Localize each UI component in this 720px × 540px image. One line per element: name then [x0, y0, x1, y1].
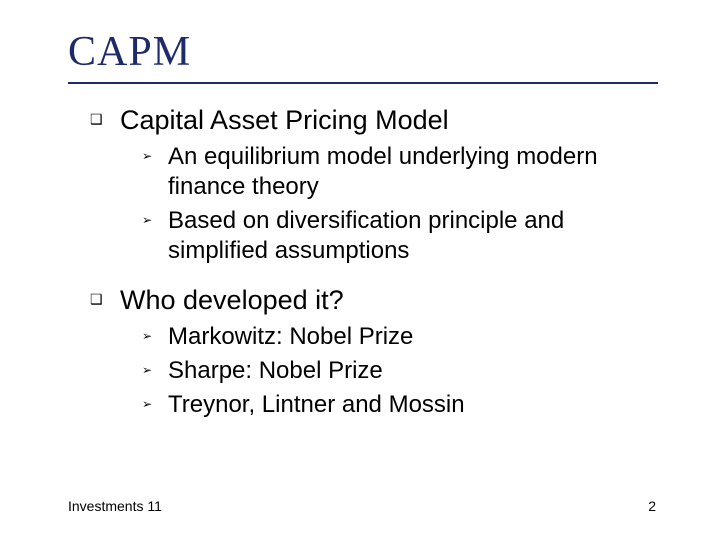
slide-title: CAPM: [68, 28, 191, 76]
list-item-text: Sharpe: Nobel Prize: [168, 356, 383, 386]
slide-number: 2: [648, 498, 656, 514]
list-item-text: Markowitz: Nobel Prize: [168, 322, 413, 352]
list-item-text: Based on diversification principle and s…: [168, 206, 660, 266]
list-item: ➢ An equilibrium model underlying modern…: [142, 142, 660, 202]
list-item-text: Treynor, Lintner and Mossin: [168, 390, 465, 420]
chevron-bullet-icon: ➢: [142, 206, 154, 234]
square-bullet-icon: ❑: [90, 284, 104, 314]
sub-list: ➢ Markowitz: Nobel Prize ➢ Sharpe: Nobel…: [142, 322, 660, 420]
slide: CAPM ❑ Capital Asset Pricing Model ➢ An …: [0, 0, 720, 540]
chevron-bullet-icon: ➢: [142, 322, 154, 350]
list-item: ➢ Markowitz: Nobel Prize: [142, 322, 660, 352]
chevron-bullet-icon: ➢: [142, 356, 154, 384]
list-item: ➢ Treynor, Lintner and Mossin: [142, 390, 660, 420]
chevron-bullet-icon: ➢: [142, 142, 154, 170]
list-item-text: An equilibrium model underlying modern f…: [168, 142, 660, 202]
list-item-text: Who developed it?: [120, 284, 344, 316]
list-item-text: Capital Asset Pricing Model: [120, 104, 449, 136]
title-underline: [68, 82, 658, 84]
chevron-bullet-icon: ➢: [142, 390, 154, 418]
slide-body: ❑ Capital Asset Pricing Model ➢ An equil…: [90, 104, 660, 438]
square-bullet-icon: ❑: [90, 104, 104, 134]
sub-list: ➢ An equilibrium model underlying modern…: [142, 142, 660, 266]
list-item: ❑ Who developed it?: [90, 284, 660, 316]
footer-left: Investments 11: [68, 498, 162, 514]
list-item: ❑ Capital Asset Pricing Model: [90, 104, 660, 136]
list-item: ➢ Sharpe: Nobel Prize: [142, 356, 660, 386]
list-item: ➢ Based on diversification principle and…: [142, 206, 660, 266]
